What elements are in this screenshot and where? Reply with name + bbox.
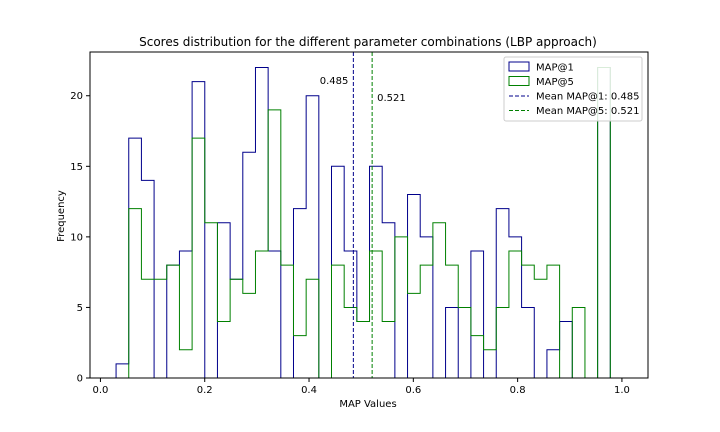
chart-title: Scores distribution for the different pa…: [139, 35, 597, 49]
legend-swatch: [508, 76, 530, 86]
legend-label: Mean MAP@5: 0.521: [536, 106, 639, 117]
plot-frame: [89, 51, 649, 379]
y-tick-label: 20: [70, 91, 83, 102]
legend-label: MAP@5: [536, 77, 574, 88]
x-tick-label: 0.6: [405, 385, 421, 396]
y-tick-label: 15: [70, 162, 83, 173]
histogram-series-2: [116, 67, 623, 379]
x-tick-label: 0.8: [510, 385, 526, 396]
x-tick-label: 0.0: [92, 385, 108, 396]
x-tick-label: 0.4: [301, 385, 317, 396]
legend-label: Mean MAP@1: 0.485: [536, 92, 639, 103]
x-tick-label: 1.0: [614, 385, 630, 396]
y-tick-label: 0: [77, 374, 83, 385]
plot-area: 0.485 0.521 0.0 0.2 0.4 0.6 0.8 1.0 0 5 10 15 20: [70, 51, 649, 396]
mean-annotation-1: 0.485: [320, 76, 349, 87]
x-tick-label: 0.2: [197, 385, 213, 396]
x-axis-label: MAP Values: [339, 399, 396, 410]
y-axis-label: Frequency: [56, 190, 67, 242]
legend-box: [503, 56, 643, 122]
mean-annotation-2: 0.521: [377, 93, 406, 104]
y-tick-label: 10: [70, 232, 83, 243]
legend-swatch: [508, 61, 530, 72]
y-tick-label: 5: [77, 303, 83, 314]
legend-label: MAP@1: [536, 63, 574, 74]
legend: MAP@1 MAP@5 Mean MAP@1: 0.485 Mean MAP@5: 0…: [503, 56, 643, 122]
